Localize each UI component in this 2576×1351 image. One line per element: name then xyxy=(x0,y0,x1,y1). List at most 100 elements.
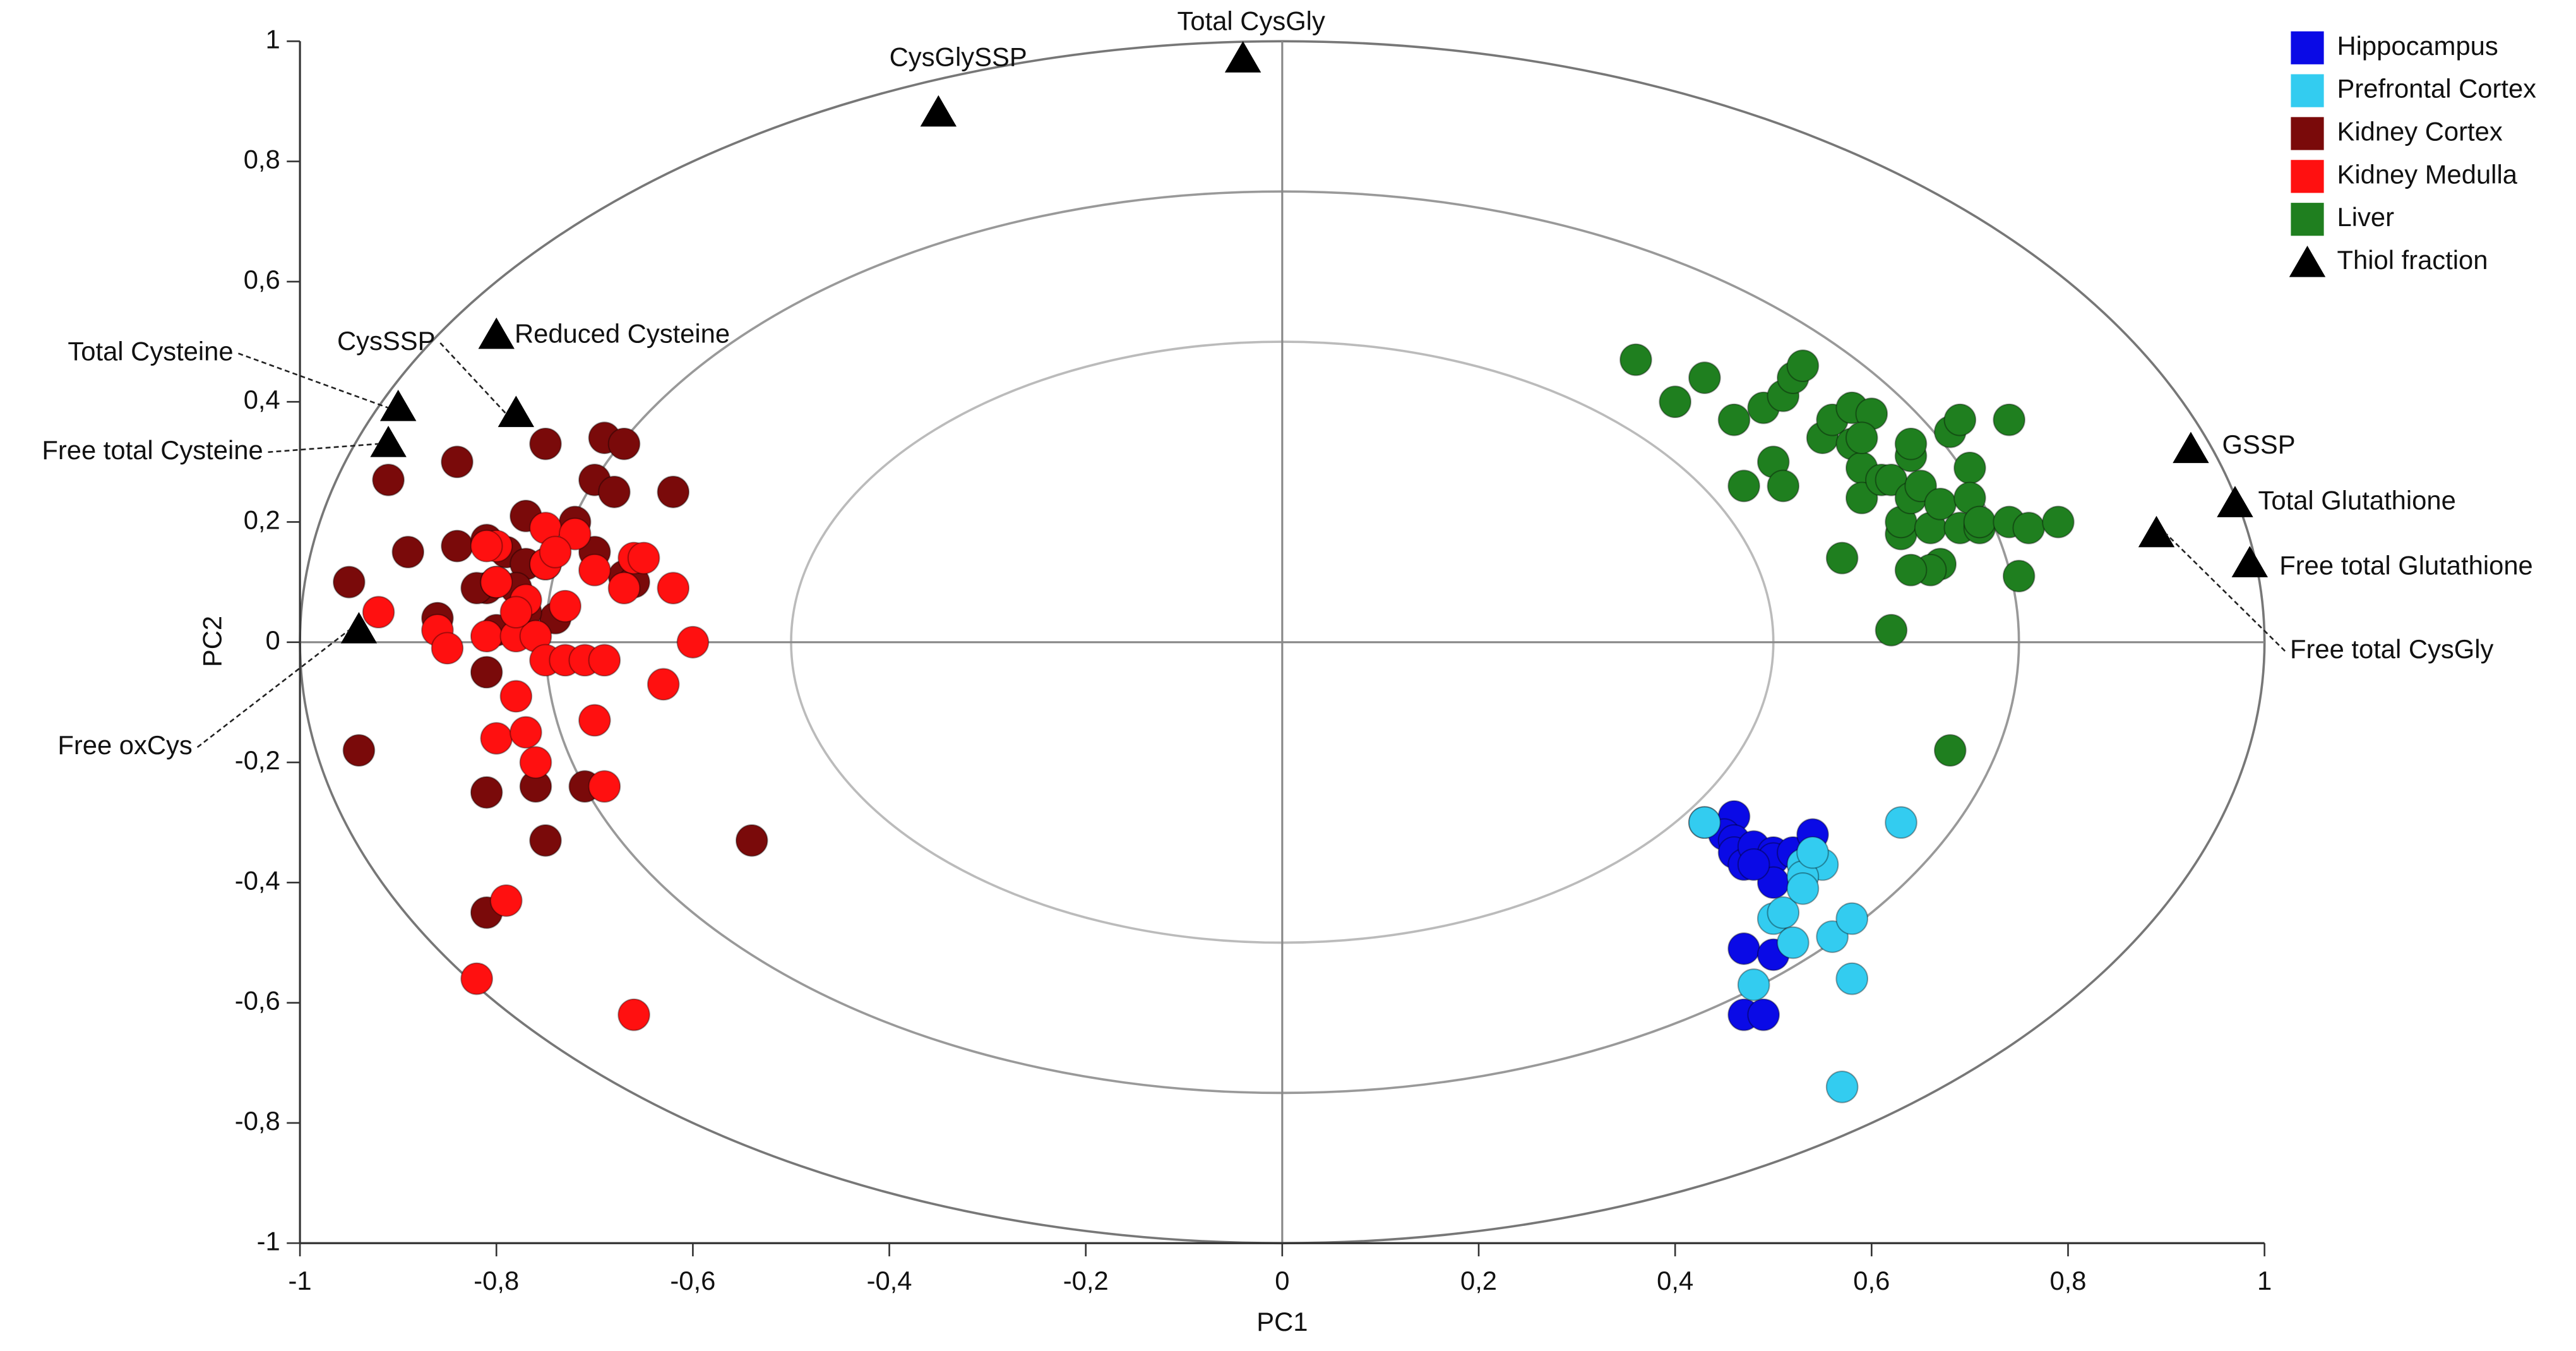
y-tick-label: -1 xyxy=(257,1226,280,1256)
x-tick-label: 0,6 xyxy=(1853,1266,1890,1295)
x-tick-label: 0,2 xyxy=(1460,1266,1497,1295)
sample-point xyxy=(441,529,474,563)
x-tick-label: -0,6 xyxy=(670,1266,715,1295)
sample-point xyxy=(578,553,611,587)
sample-point xyxy=(519,746,552,779)
legend-marker xyxy=(2291,117,2324,150)
leader-line xyxy=(2166,533,2286,652)
thiol-marker xyxy=(2217,486,2253,517)
y-tick-label: 0,2 xyxy=(244,505,280,535)
sample-point xyxy=(1963,505,1996,539)
sample-point xyxy=(607,427,641,460)
sample-point xyxy=(362,596,395,629)
sample-point xyxy=(578,704,611,737)
sample-point xyxy=(735,824,768,857)
sample-point xyxy=(470,529,503,563)
thiol-marker xyxy=(1224,41,1261,73)
sample-point xyxy=(529,824,562,857)
sample-point xyxy=(1894,553,1928,587)
sample-point xyxy=(617,998,650,1031)
y-tick-label: -0,8 xyxy=(235,1106,280,1136)
point-label: Free total CysGly xyxy=(2290,634,2494,664)
sample-point xyxy=(1767,469,1800,503)
legend-marker xyxy=(2289,245,2326,277)
thiol-marker xyxy=(2138,515,2175,548)
y-tick-label: -0,6 xyxy=(235,986,280,1016)
sample-point xyxy=(1953,451,1986,484)
x-tick-label: 0,8 xyxy=(2049,1266,2086,1295)
sample-point xyxy=(598,476,631,508)
leader-line xyxy=(238,352,389,409)
x-axis-label: PC1 xyxy=(1256,1307,1308,1336)
y-axis-label: PC2 xyxy=(197,616,227,667)
thiol-marker xyxy=(2231,546,2269,577)
x-tick-label: -0,8 xyxy=(474,1266,519,1295)
sample-point xyxy=(647,668,680,701)
thiol-marker xyxy=(379,389,417,421)
legend-marker xyxy=(2291,160,2324,193)
sample-point xyxy=(480,722,513,755)
point-label: Total Glutathione xyxy=(2258,485,2456,515)
sample-point xyxy=(1737,848,1770,881)
sample-point xyxy=(2012,512,2046,544)
x-tick-label: 1 xyxy=(2257,1266,2272,1295)
sample-point xyxy=(1717,403,1751,436)
sample-point xyxy=(657,572,690,604)
sample-point xyxy=(1993,403,2025,436)
y-tick-label: 0,8 xyxy=(244,145,280,174)
sample-point xyxy=(1835,962,1869,995)
point-label: Total Cysteine xyxy=(68,337,233,366)
sample-point xyxy=(489,884,523,917)
y-tick-label: -0,4 xyxy=(235,865,280,895)
legend-label: Thiol fraction xyxy=(2337,245,2488,275)
sample-point xyxy=(1796,836,1829,869)
point-label: Free total Glutathione xyxy=(2279,550,2533,580)
thiol-marker xyxy=(340,612,378,644)
y-tick-label: 0 xyxy=(266,625,280,655)
sample-point xyxy=(588,770,621,803)
sample-point xyxy=(539,536,572,568)
sample-point xyxy=(480,565,513,599)
sample-point xyxy=(460,962,493,995)
sample-point xyxy=(441,445,474,479)
legend-label: Prefrontal Cortex xyxy=(2337,74,2536,104)
sample-point xyxy=(1825,541,1859,575)
legend-marker xyxy=(2291,74,2324,107)
sample-point xyxy=(1688,361,1721,394)
y-tick-label: 1 xyxy=(266,24,280,54)
sample-point xyxy=(1786,349,1820,382)
sample-point xyxy=(549,589,581,623)
x-tick-label: 0 xyxy=(1275,1266,1289,1295)
sample-point xyxy=(470,620,503,653)
x-tick-label: -0,2 xyxy=(1063,1266,1109,1295)
sample-point xyxy=(1943,403,1977,436)
point-label: Free total Cysteine xyxy=(42,435,263,465)
leader-line xyxy=(268,443,379,453)
sample-point xyxy=(1619,343,1652,376)
sample-point xyxy=(1894,427,1928,460)
sample-point xyxy=(431,632,464,665)
legend-marker xyxy=(2291,31,2324,64)
point-label: GSSP xyxy=(2222,429,2296,459)
sample-point xyxy=(1777,926,1810,959)
sample-point xyxy=(2002,560,2036,592)
legend-label: Hippocampus xyxy=(2337,31,2498,61)
point-label: CysGlySSP xyxy=(890,42,1027,71)
sample-point xyxy=(1727,932,1760,965)
sample-point xyxy=(1875,613,1908,647)
y-tick-label: 0,4 xyxy=(244,385,280,414)
sample-point xyxy=(1835,902,1869,935)
legend-marker xyxy=(2291,203,2324,236)
sample-point xyxy=(588,644,621,677)
sample-point xyxy=(391,536,425,568)
y-tick-label: -0,2 xyxy=(235,745,280,775)
sample-point xyxy=(1688,806,1721,839)
sample-point xyxy=(470,776,503,809)
sample-point xyxy=(1747,998,1780,1031)
legend-label: Liver xyxy=(2337,202,2394,232)
legend-label: Kidney Medulla xyxy=(2337,159,2517,189)
y-tick-label: 0,6 xyxy=(244,265,280,294)
sample-point xyxy=(1825,1071,1859,1103)
point-label: Total CysGly xyxy=(1178,6,1325,35)
